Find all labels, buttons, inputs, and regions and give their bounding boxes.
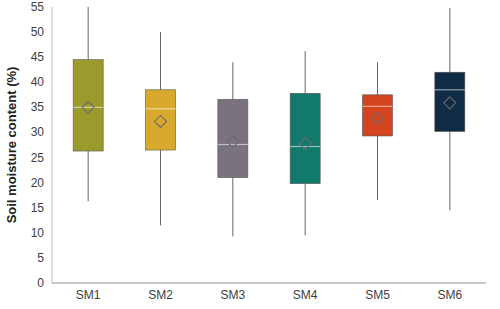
y-tick-label: 50 <box>31 25 45 39</box>
x-tick-label: SM2 <box>148 288 173 302</box>
x-tick-label: SM4 <box>293 288 318 302</box>
mean-marker <box>227 135 239 147</box>
whisker-upper <box>377 62 378 95</box>
x-tick-label: SM3 <box>220 288 245 302</box>
median-line <box>363 106 393 107</box>
whisker-lower <box>377 136 378 200</box>
y-tick-label: 5 <box>37 251 44 265</box>
whisker-upper <box>232 62 233 99</box>
mean-marker <box>82 101 94 113</box>
mean-marker <box>444 97 456 109</box>
whisker-upper <box>160 32 161 90</box>
y-axis-line <box>52 7 53 283</box>
chart-svg: 0 5 10 15 20 25 30 35 40 45 50 55 Soil moisture cont… <box>0 0 500 309</box>
whisker-lower <box>88 151 89 201</box>
chart-root: 0 5 10 15 20 25 30 35 40 45 50 55 Soil moisture cont… <box>0 0 500 309</box>
y-tick-label: 10 <box>31 226 45 240</box>
y-tick-label: 40 <box>31 75 45 89</box>
x-tick-label: SM6 <box>437 288 462 302</box>
whisker-upper <box>88 7 89 60</box>
y-tick-label: 35 <box>31 100 45 114</box>
y-tick-label: 45 <box>31 50 45 64</box>
x-tick-label: SM5 <box>365 288 390 302</box>
box <box>73 60 103 151</box>
y-tick-label: 15 <box>31 201 45 215</box>
whisker-lower <box>160 150 161 225</box>
x-axis-line <box>52 283 486 284</box>
y-tick-label: 25 <box>31 151 45 165</box>
box <box>290 93 320 183</box>
median-line <box>435 89 465 90</box>
whisker-lower <box>232 178 233 237</box>
mean-marker <box>155 115 167 127</box>
median-line <box>218 144 248 145</box>
box <box>218 99 248 177</box>
box <box>146 90 176 150</box>
y-tick-label: 20 <box>31 176 45 190</box>
plot-marks <box>73 7 465 236</box>
y-axis-title: Soil moisture content (%) <box>4 67 19 224</box>
y-tick-label: 30 <box>31 125 45 139</box>
whisker-upper <box>305 51 306 93</box>
y-tick-label: 0 <box>37 276 44 290</box>
whisker-lower <box>305 184 306 236</box>
box <box>363 95 393 136</box>
median-line <box>290 146 320 147</box>
mean-marker <box>299 137 311 149</box>
whisker-lower <box>449 131 450 210</box>
median-line <box>73 107 103 108</box>
mean-marker <box>372 112 384 124</box>
median-line <box>146 108 176 109</box>
x-tick-label: SM1 <box>76 288 101 302</box>
box <box>435 72 465 131</box>
whisker-upper <box>449 8 450 72</box>
y-tick-label: 55 <box>31 0 45 14</box>
